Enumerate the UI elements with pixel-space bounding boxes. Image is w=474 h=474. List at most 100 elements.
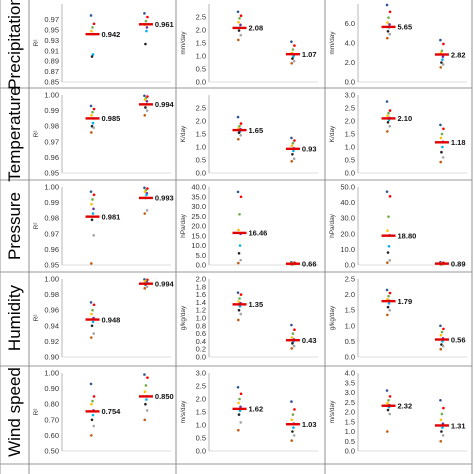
y-tick-label: 50.0	[340, 183, 355, 192]
y-tick-label: 0.85	[44, 78, 59, 87]
y-tick-label: 0.8	[196, 321, 206, 330]
y-tick-label: 20.0	[191, 222, 206, 231]
data-point	[386, 121, 390, 124]
data-point	[442, 406, 445, 410]
data-point	[91, 53, 95, 56]
data-point	[291, 332, 295, 335]
data-point	[387, 111, 390, 115]
y-tick-label: 0.0	[196, 78, 206, 87]
data-point	[90, 124, 94, 128]
panel-r4-c1: 0.0 0.5 1.0 1.5 2.0 2.5 3.0 m/s/day 1.62 1.03	[180, 369, 318, 456]
data-point	[386, 251, 390, 254]
row-label-precipitation: Precipitation	[5, 0, 24, 90]
y-tick-label: 0.98	[44, 122, 59, 131]
data-point	[237, 308, 241, 312]
data-point	[387, 399, 390, 402]
data-point	[91, 308, 94, 312]
y-tick-label: 2.0	[345, 117, 355, 126]
data-point	[236, 291, 240, 294]
y-tick-label: 0.96	[44, 306, 59, 315]
data-point	[439, 333, 443, 337]
data-point	[386, 130, 389, 133]
mean-value-label: 0.89	[451, 259, 466, 268]
data-point	[386, 430, 389, 433]
data-point	[145, 109, 149, 112]
y-tick-label: 0.5	[345, 437, 355, 446]
data-point	[290, 136, 293, 140]
data-point	[239, 392, 243, 396]
data-point	[440, 343, 443, 346]
y-tick-label: 1.0	[345, 321, 355, 330]
row-label-pressure: Pressure	[5, 192, 24, 260]
y-tick-label: 0.97	[44, 229, 59, 238]
data-point	[89, 104, 93, 108]
y-tick-label: 0.92	[44, 337, 59, 346]
y-tick-label: 0.87	[44, 67, 59, 76]
data-point	[291, 48, 295, 51]
panel-r2-c0: 0.95 0.96 0.97 0.98 0.99 1.00 R² 0.981 0.993	[33, 183, 174, 270]
data-point	[385, 288, 389, 292]
data-point	[387, 302, 391, 305]
data-point	[290, 347, 294, 350]
data-point	[239, 134, 243, 137]
data-point	[439, 399, 442, 402]
panel-r1-c0: 0.95 0.96 0.97 0.98 0.99 1.00 R² 0.985 0.994	[33, 91, 175, 178]
data-point	[143, 98, 147, 101]
data-point	[238, 305, 242, 308]
data-point	[239, 122, 243, 125]
data-point	[291, 413, 295, 416]
data-point	[91, 121, 95, 125]
data-point	[386, 261, 389, 264]
data-point	[90, 131, 93, 134]
mean-value-label: 2.10	[398, 114, 413, 123]
data-point	[440, 49, 444, 53]
y-tick-label: 0.97	[44, 137, 59, 146]
data-point	[291, 57, 294, 60]
data-point	[385, 3, 389, 7]
panel-r3-c0: 0.90 0.92 0.94 0.96 0.98 1.00 R² 0.948 0.994	[33, 275, 175, 362]
data-point	[89, 14, 93, 17]
data-point	[388, 195, 392, 198]
data-point	[239, 14, 243, 17]
data-point	[239, 312, 243, 316]
data-point	[293, 328, 296, 332]
data-point	[239, 258, 243, 262]
data-point	[388, 32, 392, 36]
y-tick-label: 0.0	[345, 261, 355, 270]
y-tick-label: 1.4	[196, 298, 206, 307]
y-tick-label: 0.70	[44, 415, 59, 424]
data-point	[236, 115, 240, 119]
data-point	[291, 152, 294, 156]
data-point	[439, 347, 443, 351]
data-point	[442, 327, 445, 331]
data-point	[237, 131, 241, 134]
mean-value-label: 2.32	[398, 402, 413, 411]
data-point	[91, 26, 94, 29]
data-point	[92, 207, 95, 211]
y-tick-label: 0.95	[44, 261, 59, 270]
data-point	[441, 434, 445, 437]
data-point	[237, 29, 241, 32]
data-point	[388, 23, 391, 26]
data-point	[441, 156, 445, 159]
data-point	[145, 285, 149, 289]
data-point	[239, 421, 243, 424]
y-axis-label: g/kg/day	[329, 305, 336, 330]
y-tick-label: 0.96	[44, 153, 59, 162]
panel-r4-c2: 0.00.51.01.52.02.53.03.54.0 m/s/day 2.32 1.…	[329, 369, 467, 456]
data-point	[237, 252, 241, 255]
data-point	[386, 297, 389, 301]
y-tick-label: 1.6	[196, 290, 206, 299]
data-point	[386, 36, 389, 40]
y-tick-label: 3.5	[345, 378, 355, 387]
data-point	[238, 244, 242, 247]
mean-value-label: 16.46	[249, 229, 268, 238]
data-point	[145, 398, 148, 401]
data-point	[290, 160, 294, 163]
data-point	[237, 137, 240, 141]
data-point	[441, 58, 444, 61]
y-tick-label: 0.5	[345, 156, 355, 165]
y-tick-label: 2.0	[196, 26, 206, 35]
data-point	[90, 418, 94, 422]
data-point	[293, 139, 296, 142]
